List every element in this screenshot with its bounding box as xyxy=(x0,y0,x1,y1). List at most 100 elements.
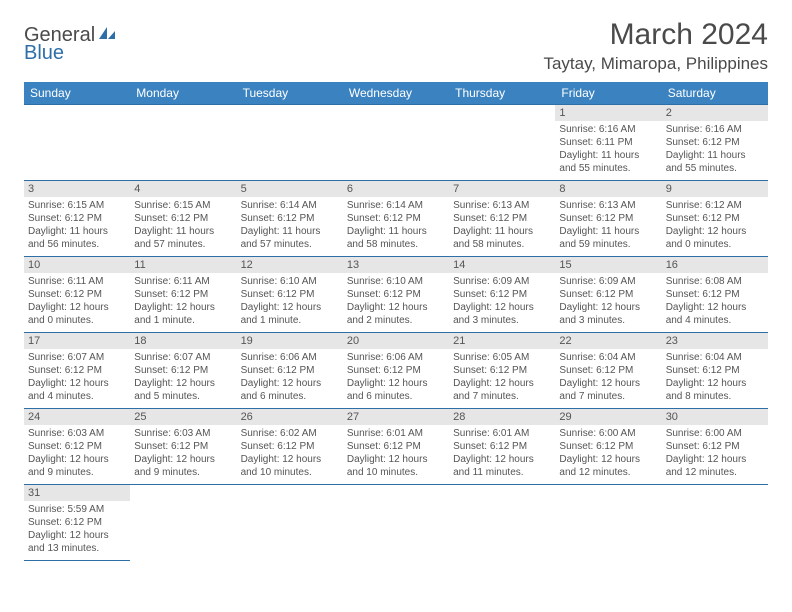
calendar-cell xyxy=(130,485,236,561)
sunrise-text: Sunrise: 6:07 AM xyxy=(134,351,232,364)
sunrise-text: Sunrise: 5:59 AM xyxy=(28,503,126,516)
day-body: Sunrise: 6:07 AMSunset: 6:12 PMDaylight:… xyxy=(130,349,236,407)
daylight-text: Daylight: 12 hours and 7 minutes. xyxy=(453,377,551,403)
daylight-text: Daylight: 12 hours and 10 minutes. xyxy=(347,453,445,479)
calendar-cell: 21Sunrise: 6:05 AMSunset: 6:12 PMDayligh… xyxy=(449,333,555,409)
daylight-text: Daylight: 11 hours and 57 minutes. xyxy=(241,225,339,251)
calendar-row: 31Sunrise: 5:59 AMSunset: 6:12 PMDayligh… xyxy=(24,485,768,561)
sunrise-text: Sunrise: 6:04 AM xyxy=(559,351,657,364)
sunrise-text: Sunrise: 6:10 AM xyxy=(241,275,339,288)
sunset-text: Sunset: 6:12 PM xyxy=(666,212,764,225)
sunrise-text: Sunrise: 6:15 AM xyxy=(28,199,126,212)
day-body: Sunrise: 6:03 AMSunset: 6:12 PMDaylight:… xyxy=(24,425,130,483)
sunset-text: Sunset: 6:12 PM xyxy=(559,440,657,453)
day-body: Sunrise: 6:13 AMSunset: 6:12 PMDaylight:… xyxy=(449,197,555,255)
day-number: 10 xyxy=(24,257,130,273)
day-body: Sunrise: 6:15 AMSunset: 6:12 PMDaylight:… xyxy=(130,197,236,255)
daylight-text: Daylight: 11 hours and 58 minutes. xyxy=(347,225,445,251)
day-number: 14 xyxy=(449,257,555,273)
day-number: 12 xyxy=(237,257,343,273)
sunrise-text: Sunrise: 6:15 AM xyxy=(134,199,232,212)
sunset-text: Sunset: 6:12 PM xyxy=(134,364,232,377)
calendar-cell xyxy=(343,485,449,561)
sunrise-text: Sunrise: 6:08 AM xyxy=(666,275,764,288)
day-body: Sunrise: 6:10 AMSunset: 6:12 PMDaylight:… xyxy=(343,273,449,331)
day-body: Sunrise: 6:09 AMSunset: 6:12 PMDaylight:… xyxy=(555,273,661,331)
daylight-text: Daylight: 12 hours and 8 minutes. xyxy=(666,377,764,403)
day-body: Sunrise: 6:09 AMSunset: 6:12 PMDaylight:… xyxy=(449,273,555,331)
day-number: 3 xyxy=(24,181,130,197)
calendar-cell xyxy=(449,105,555,181)
day-number: 28 xyxy=(449,409,555,425)
calendar-cell: 23Sunrise: 6:04 AMSunset: 6:12 PMDayligh… xyxy=(662,333,768,409)
sunset-text: Sunset: 6:12 PM xyxy=(559,288,657,301)
sunset-text: Sunset: 6:12 PM xyxy=(134,288,232,301)
day-number: 4 xyxy=(130,181,236,197)
daylight-text: Daylight: 12 hours and 5 minutes. xyxy=(134,377,232,403)
calendar-cell: 8Sunrise: 6:13 AMSunset: 6:12 PMDaylight… xyxy=(555,181,661,257)
calendar-cell: 26Sunrise: 6:02 AMSunset: 6:12 PMDayligh… xyxy=(237,409,343,485)
calendar-body: 1Sunrise: 6:16 AMSunset: 6:11 PMDaylight… xyxy=(24,105,768,561)
calendar-cell: 10Sunrise: 6:11 AMSunset: 6:12 PMDayligh… xyxy=(24,257,130,333)
day-number: 17 xyxy=(24,333,130,349)
sunset-text: Sunset: 6:12 PM xyxy=(28,288,126,301)
calendar-cell: 1Sunrise: 6:16 AMSunset: 6:11 PMDaylight… xyxy=(555,105,661,181)
calendar-row: 3Sunrise: 6:15 AMSunset: 6:12 PMDaylight… xyxy=(24,181,768,257)
day-number: 23 xyxy=(662,333,768,349)
sunset-text: Sunset: 6:12 PM xyxy=(134,212,232,225)
sunrise-text: Sunrise: 6:01 AM xyxy=(347,427,445,440)
day-body: Sunrise: 6:06 AMSunset: 6:12 PMDaylight:… xyxy=(343,349,449,407)
sunset-text: Sunset: 6:12 PM xyxy=(666,288,764,301)
sunset-text: Sunset: 6:12 PM xyxy=(28,440,126,453)
day-body: Sunrise: 6:00 AMSunset: 6:12 PMDaylight:… xyxy=(555,425,661,483)
daylight-text: Daylight: 12 hours and 4 minutes. xyxy=(666,301,764,327)
calendar-cell xyxy=(130,105,236,181)
day-number: 2 xyxy=(662,105,768,121)
calendar-cell: 22Sunrise: 6:04 AMSunset: 6:12 PMDayligh… xyxy=(555,333,661,409)
day-body: Sunrise: 6:11 AMSunset: 6:12 PMDaylight:… xyxy=(130,273,236,331)
daylight-text: Daylight: 12 hours and 0 minutes. xyxy=(666,225,764,251)
calendar-cell: 16Sunrise: 6:08 AMSunset: 6:12 PMDayligh… xyxy=(662,257,768,333)
weekday-header: Saturday xyxy=(662,82,768,105)
day-body: Sunrise: 6:01 AMSunset: 6:12 PMDaylight:… xyxy=(449,425,555,483)
sunset-text: Sunset: 6:12 PM xyxy=(241,440,339,453)
calendar-cell xyxy=(237,485,343,561)
sunset-text: Sunset: 6:12 PM xyxy=(559,364,657,377)
day-number: 24 xyxy=(24,409,130,425)
daylight-text: Daylight: 12 hours and 3 minutes. xyxy=(559,301,657,327)
sunrise-text: Sunrise: 6:07 AM xyxy=(28,351,126,364)
sunrise-text: Sunrise: 6:10 AM xyxy=(347,275,445,288)
day-number: 18 xyxy=(130,333,236,349)
calendar-cell xyxy=(662,485,768,561)
calendar-cell: 30Sunrise: 6:00 AMSunset: 6:12 PMDayligh… xyxy=(662,409,768,485)
sunrise-text: Sunrise: 6:04 AM xyxy=(666,351,764,364)
calendar-cell: 29Sunrise: 6:00 AMSunset: 6:12 PMDayligh… xyxy=(555,409,661,485)
day-number: 15 xyxy=(555,257,661,273)
sunset-text: Sunset: 6:12 PM xyxy=(559,212,657,225)
sunrise-text: Sunrise: 6:06 AM xyxy=(347,351,445,364)
location-text: Taytay, Mimaropa, Philippines xyxy=(543,54,768,74)
daylight-text: Daylight: 12 hours and 2 minutes. xyxy=(347,301,445,327)
daylight-text: Daylight: 11 hours and 57 minutes. xyxy=(134,225,232,251)
weekday-header: Sunday xyxy=(24,82,130,105)
calendar-cell: 31Sunrise: 5:59 AMSunset: 6:12 PMDayligh… xyxy=(24,485,130,561)
day-body: Sunrise: 6:16 AMSunset: 6:11 PMDaylight:… xyxy=(555,121,661,179)
daylight-text: Daylight: 12 hours and 6 minutes. xyxy=(241,377,339,403)
daylight-text: Daylight: 12 hours and 11 minutes. xyxy=(453,453,551,479)
calendar-cell: 27Sunrise: 6:01 AMSunset: 6:12 PMDayligh… xyxy=(343,409,449,485)
sunrise-text: Sunrise: 6:11 AM xyxy=(134,275,232,288)
day-number: 21 xyxy=(449,333,555,349)
day-body: Sunrise: 6:13 AMSunset: 6:12 PMDaylight:… xyxy=(555,197,661,255)
day-body: Sunrise: 6:07 AMSunset: 6:12 PMDaylight:… xyxy=(24,349,130,407)
sunrise-text: Sunrise: 6:00 AM xyxy=(666,427,764,440)
calendar-table: Sunday Monday Tuesday Wednesday Thursday… xyxy=(24,82,768,561)
daylight-text: Daylight: 11 hours and 56 minutes. xyxy=(28,225,126,251)
daylight-text: Daylight: 12 hours and 4 minutes. xyxy=(28,377,126,403)
weekday-header: Thursday xyxy=(449,82,555,105)
calendar-row: 10Sunrise: 6:11 AMSunset: 6:12 PMDayligh… xyxy=(24,257,768,333)
day-body: Sunrise: 6:11 AMSunset: 6:12 PMDaylight:… xyxy=(24,273,130,331)
calendar-cell: 28Sunrise: 6:01 AMSunset: 6:12 PMDayligh… xyxy=(449,409,555,485)
weekday-header: Tuesday xyxy=(237,82,343,105)
calendar-cell: 5Sunrise: 6:14 AMSunset: 6:12 PMDaylight… xyxy=(237,181,343,257)
calendar-cell xyxy=(449,485,555,561)
